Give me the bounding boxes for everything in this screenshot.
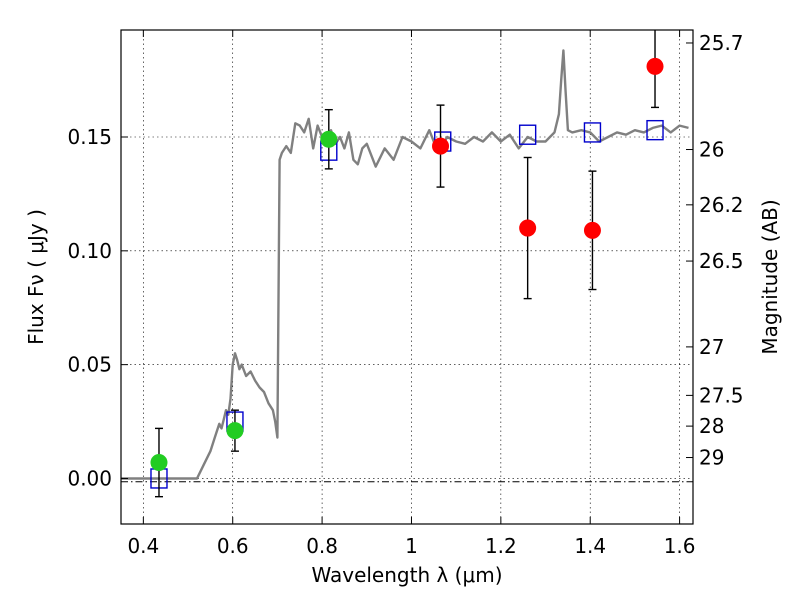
observed-point [320, 130, 338, 148]
plot-background [121, 30, 693, 524]
x-tick-label: 1.2 [485, 534, 517, 558]
magnitude-tick-label: 27 [699, 335, 724, 359]
magnitude-tick-label: 26.5 [699, 249, 744, 273]
observed-point [150, 454, 168, 472]
x-tick-label: 1.6 [664, 534, 696, 558]
y-tick-label: 0.15 [67, 125, 112, 149]
model-square-point [518, 124, 537, 145]
observed-point [583, 221, 601, 239]
x-tick-label: 1 [405, 534, 418, 558]
magnitude-tick-label: 28 [699, 414, 724, 438]
observed-point [432, 137, 450, 155]
observed-point [646, 57, 664, 75]
x-axis-label: Wavelength λ (μm) [311, 563, 502, 587]
y-tick-label: 0.10 [67, 239, 112, 263]
magnitude-tick-label: 26 [699, 138, 724, 162]
ticks: 0.4 0.6 0.8 1 1.2 1.4 1.6 0.00 0.05 0.10 0.15 25.7 2… [67, 30, 744, 558]
y-tick-label: 0.00 [67, 466, 112, 490]
magnitude-tick-label: 29 [699, 446, 724, 470]
spectrum-line [121, 49, 689, 480]
model-square-point [646, 119, 664, 141]
magnitude-tick-label: 27.5 [699, 383, 744, 407]
plot-frame [120, 29, 694, 525]
x-tick-label: 0.4 [127, 534, 159, 558]
magnitude-tick-label: 26.2 [699, 193, 744, 217]
x-tick-label: 1.4 [574, 534, 606, 558]
data-layer [121, 30, 689, 498]
magnitude-tick-label: 25.7 [699, 31, 744, 55]
y-tick-label: 0.05 [67, 353, 112, 377]
observed-point [226, 422, 244, 440]
observed-point [519, 219, 537, 237]
x-tick-label: 0.6 [217, 534, 249, 558]
grid [121, 30, 693, 524]
right-axis-label: Magnitude (AB) [758, 199, 782, 354]
y-axis-label: Flux Fν ( μJy ) [24, 209, 48, 345]
x-tick-label: 0.8 [306, 534, 338, 558]
model-square-point [583, 122, 602, 143]
